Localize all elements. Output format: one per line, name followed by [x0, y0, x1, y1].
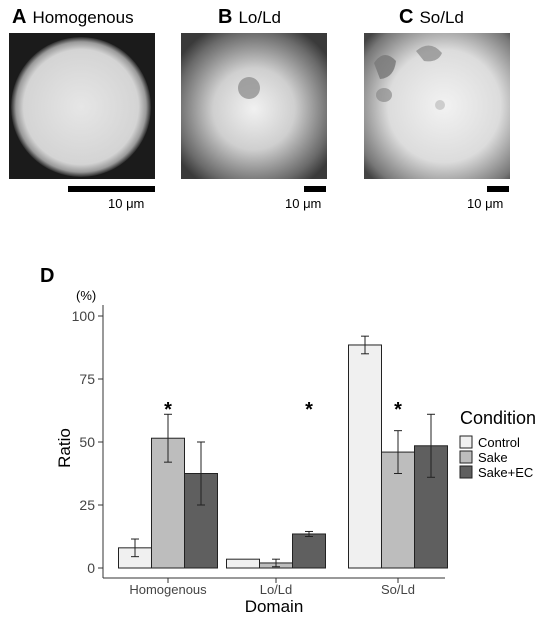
panel-b-header: B Lo/Ld	[218, 6, 281, 29]
legend-swatch	[459, 435, 473, 449]
micrograph-lo-ld	[181, 33, 327, 179]
panel-a-title: Homogenous	[32, 8, 134, 27]
legend-label: Sake+EC	[478, 465, 533, 480]
scale-bar-b	[304, 186, 326, 192]
y-axis-title: Ratio	[55, 428, 74, 468]
micrograph-so-ld	[364, 33, 510, 179]
scale-label-b: 10 μm	[285, 196, 322, 211]
x-tick-label: Lo/Ld	[260, 582, 293, 597]
bar	[226, 558, 260, 569]
legend-title: Condition	[460, 408, 536, 428]
legend-label: Control	[478, 435, 520, 450]
panel-a-header: A Homogenous	[12, 6, 134, 29]
scale-bar-c	[487, 186, 509, 192]
significance-mark: *	[394, 399, 402, 421]
panel-c-title: So/Ld	[419, 8, 464, 27]
legend-swatch	[459, 450, 473, 464]
y-tick-label: 75	[79, 371, 95, 387]
legend-label: Sake	[478, 450, 508, 465]
panel-b-letter: B	[218, 6, 233, 28]
panel-b-title: Lo/Ld	[238, 8, 281, 27]
panel-c-header: C So/Ld	[399, 6, 464, 29]
significance-mark: *	[305, 399, 313, 421]
panel-d-letter: D	[40, 265, 55, 287]
y-tick-label: 0	[87, 560, 95, 576]
panel-c-letter: C	[399, 6, 414, 28]
x-tick-label: So/Ld	[381, 582, 415, 597]
scale-label-a: 10 μm	[108, 196, 145, 211]
panel-a-letter: A	[12, 6, 27, 28]
y-unit-label: (%)	[76, 288, 96, 303]
bar	[292, 533, 326, 569]
bar	[348, 344, 382, 569]
y-tick-label: 25	[79, 497, 95, 513]
y-tick-label: 100	[72, 308, 96, 324]
scale-label-c: 10 μm	[467, 196, 504, 211]
x-axis-title: Domain	[245, 597, 304, 616]
legend-swatch	[459, 465, 473, 479]
micrograph-homogenous	[9, 33, 155, 179]
scale-bar-a	[68, 186, 155, 192]
x-tick-label: Homogenous	[129, 582, 207, 597]
y-tick-label: 50	[79, 434, 95, 450]
significance-mark: *	[164, 399, 172, 421]
